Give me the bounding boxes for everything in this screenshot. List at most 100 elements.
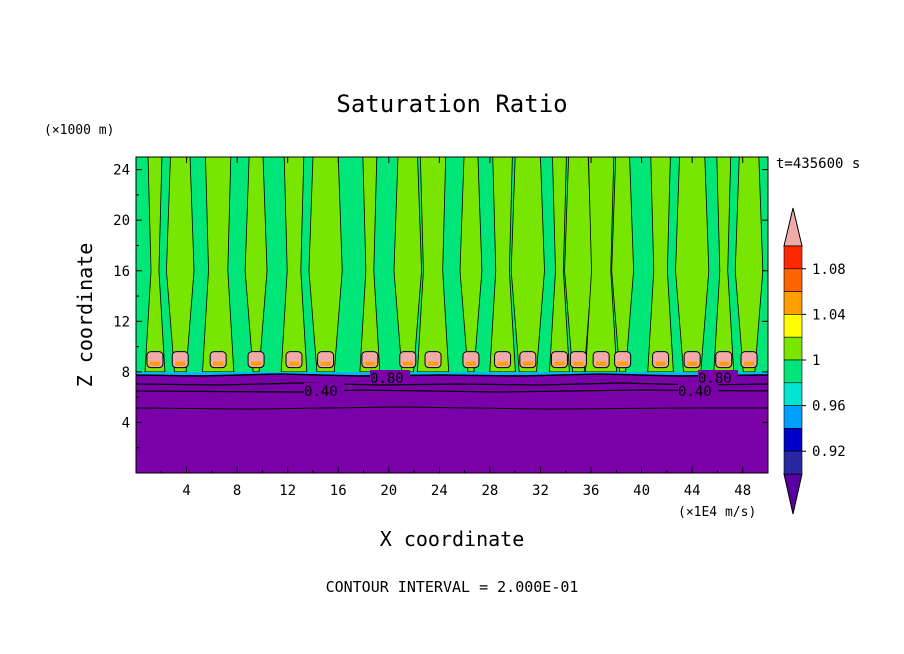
colorbar-segment — [783, 245, 803, 270]
cloud-cap-core — [428, 361, 439, 366]
contour-line-upper — [136, 373, 768, 377]
cloud-column — [202, 157, 235, 373]
x-tick-label: 32 — [532, 483, 549, 499]
cloud-column — [489, 157, 516, 373]
x-tick-label: 20 — [380, 483, 397, 499]
cloud-column — [393, 157, 422, 373]
colorbar-segment — [783, 268, 803, 292]
time-label: t=435600 s — [776, 156, 860, 172]
colorbar-label: 1.08 — [812, 262, 846, 278]
x-tick-label: 4 — [182, 483, 190, 499]
cloud-column — [416, 157, 450, 373]
cloud-column — [144, 157, 166, 373]
y-tick-label: 20 — [113, 213, 130, 229]
cloud-cap-core — [320, 361, 331, 366]
cloud-column — [647, 157, 674, 373]
cloud-cap-core — [175, 361, 186, 366]
cloud-cap-core — [596, 361, 607, 366]
colorbar-label: 1 — [812, 353, 820, 369]
colorbar-max-arrow — [783, 207, 803, 247]
colorbar-segment — [783, 382, 803, 406]
cloud-cap-core — [149, 361, 160, 366]
colorbar-segment — [783, 405, 803, 429]
cloud-cap-core — [687, 361, 698, 366]
contour-interval-footer: CONTOUR INTERVAL = 2.000E-01 — [326, 578, 579, 596]
x-tick-label: 8 — [233, 483, 241, 499]
transition-band — [136, 372, 768, 375]
y-tick-label: 8 — [122, 365, 130, 381]
colorbar-segment — [783, 336, 803, 361]
colorbar-segment — [783, 314, 803, 338]
cloud-cap-core — [573, 361, 584, 366]
cloud-column — [308, 157, 343, 373]
colorbar-segment — [783, 450, 803, 475]
y-tick-label: 4 — [122, 415, 130, 431]
cloud-cap-core — [402, 361, 413, 366]
colorbar-label: 0.96 — [812, 399, 846, 415]
x-tick-label: 12 — [279, 483, 296, 499]
x-axis-ticks: 4 8 12 16 20 24 28 32 36 40 44 48 — [160, 157, 751, 499]
cloud-cap-core — [617, 361, 628, 366]
cloud-cap-core — [718, 361, 729, 366]
x-tick-label: 28 — [481, 483, 498, 499]
contour-label-bg — [370, 370, 410, 384]
y-tick-label: 16 — [113, 264, 130, 280]
contour-label: 0.80 — [698, 371, 732, 387]
x-tick-label: 44 — [684, 483, 701, 499]
x-tick-label: 40 — [633, 483, 650, 499]
colorbar-segment — [783, 291, 803, 315]
chart-title: Saturation Ratio — [336, 90, 567, 118]
x-axis-label: X coordinate — [380, 527, 525, 551]
cloud-cap-core — [465, 361, 476, 366]
colorbar: 0.92 0.96 1 1.04 1.08 — [783, 207, 846, 515]
contour-label: 0.40 — [678, 384, 712, 400]
contour-label: 0.80 — [370, 371, 404, 387]
y-tick-label: 12 — [113, 314, 130, 330]
cloud-cap-core — [655, 361, 666, 366]
cloud-cap-core — [364, 361, 375, 366]
contour-label: 0.40 — [304, 384, 338, 400]
y-axis-ticks: 4 8 12 16 20 24 — [113, 163, 768, 449]
cloud-column — [734, 157, 764, 373]
cloud-cap-core — [744, 361, 755, 366]
y-tick-label: 24 — [113, 163, 130, 179]
cloud-column — [280, 157, 308, 373]
cloud-column — [585, 157, 618, 373]
cloud-column — [510, 157, 545, 373]
cloud-column — [549, 157, 570, 373]
cloud-cap-core — [289, 361, 299, 366]
x-tick-label: 36 — [583, 483, 600, 499]
contour-line-mid — [136, 382, 768, 386]
plot-area: 0.40 0.80 0.40 0.80 — [136, 157, 768, 473]
cloud-columns — [144, 157, 764, 373]
cloud-cap-core — [554, 361, 565, 366]
cloud-column — [244, 157, 268, 373]
x-tick-label: 24 — [431, 483, 448, 499]
cloud-caps — [146, 351, 758, 369]
colorbar-label: 1.04 — [812, 307, 846, 323]
x-tick-label: 16 — [330, 483, 347, 499]
colorbar-segment — [783, 428, 803, 452]
x-unit-label: (×1E4 m/s) — [678, 505, 756, 520]
cloud-column — [564, 157, 593, 373]
cloud-column — [611, 157, 634, 373]
x-tick-label: 48 — [734, 483, 751, 499]
contour-label-bg — [698, 370, 738, 384]
plot-frame — [135, 156, 769, 474]
colorbar-label: 0.92 — [812, 444, 846, 460]
y-unit-label: (×1000 m) — [44, 123, 114, 138]
cloud-cap-core — [497, 361, 508, 366]
contour-label-bg — [304, 383, 344, 397]
cloud-cap-core — [213, 361, 224, 366]
cloud-cap-core — [522, 361, 533, 366]
colorbar-segment — [783, 359, 803, 384]
cloud-column — [459, 157, 483, 373]
colorbar-min-arrow — [783, 473, 803, 515]
cloud-cap-core — [251, 361, 262, 366]
y-axis-label: Z coordinate — [73, 243, 97, 388]
contour-line-bottom — [136, 406, 768, 410]
cloud-column — [166, 157, 195, 373]
contour-line-lower — [136, 389, 768, 393]
contour-label-bg — [678, 383, 718, 397]
